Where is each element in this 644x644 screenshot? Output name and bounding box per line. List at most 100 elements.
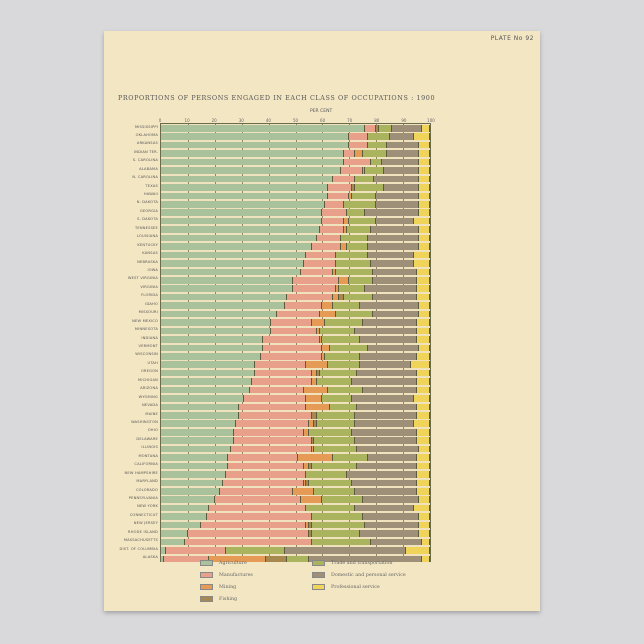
bar-row: [161, 285, 430, 292]
bar-segment: [319, 336, 323, 343]
bar-row: [161, 158, 430, 166]
bar-segment: [354, 412, 417, 419]
bar-segment: [360, 352, 417, 360]
bar-segment: [239, 403, 307, 411]
bar-segment: [343, 217, 350, 225]
bar-segment: [354, 420, 414, 428]
bar-segment: [161, 437, 234, 444]
bar-row: [161, 260, 430, 267]
bar-segment: [187, 530, 309, 537]
bar-segment: [325, 352, 361, 360]
bar-segment: [421, 555, 430, 563]
bar-row: [161, 167, 430, 174]
bar-segment: [416, 471, 430, 478]
bar-segment: [244, 395, 307, 402]
bar-segment: [161, 538, 186, 546]
bar-segment: [161, 175, 334, 183]
bar-row: [161, 293, 430, 301]
bar-segment: [416, 412, 430, 419]
bar-segment: [161, 462, 229, 470]
bar-row: [161, 428, 430, 436]
bar-segment: [308, 420, 315, 428]
bar-segment: [413, 420, 430, 428]
row-label: TENNESSEE: [134, 225, 158, 230]
bar-segment: [303, 260, 336, 267]
bar-segment: [306, 361, 328, 368]
legend-swatch: [200, 584, 213, 590]
x-tick: 80: [374, 118, 380, 123]
bar-row: [161, 530, 430, 537]
bar-segment: [384, 184, 420, 191]
bar-segment: [365, 167, 385, 174]
bar-segment: [413, 251, 430, 259]
bar-segment: [260, 352, 323, 360]
bar-segment: [346, 226, 371, 233]
bar-segment: [161, 412, 239, 419]
bar-row: [161, 141, 430, 149]
row-label: KENTUCKY: [137, 242, 158, 247]
bar-segment: [365, 521, 420, 529]
bar-segment: [354, 327, 417, 335]
bar-row: [161, 217, 430, 225]
row-label: S. CAROLINA: [132, 158, 158, 163]
bar-segment: [161, 344, 264, 352]
bar-segment: [416, 285, 430, 292]
bar-segment: [161, 479, 223, 487]
bar-segment: [303, 462, 309, 470]
bar-segment: [421, 125, 430, 132]
row-label: CONNECTICUT: [129, 512, 158, 517]
bar-segment: [303, 386, 328, 394]
legend-label: Domestic and personal service: [331, 572, 406, 578]
bar-segment: [346, 209, 366, 217]
bar-segment: [311, 445, 315, 453]
bar-segment: [314, 488, 355, 495]
bar-segment: [319, 327, 355, 335]
bar-segment: [354, 150, 363, 157]
bar-segment: [311, 369, 317, 377]
bar-row: [161, 133, 430, 141]
bar-segment: [233, 428, 304, 436]
bar-segment: [416, 336, 430, 343]
row-label: KANSAS: [142, 251, 158, 256]
bar-segment: [376, 125, 379, 132]
bar-segment: [284, 547, 406, 554]
bar-segment: [161, 327, 272, 335]
bar-segment: [161, 521, 202, 529]
bar-row: [161, 276, 430, 284]
bar-segment: [303, 479, 307, 487]
bar-segment: [389, 133, 414, 141]
bar-segment: [306, 403, 331, 411]
bar-row: [161, 496, 430, 504]
bar-segment: [341, 167, 363, 174]
bar-row: [161, 437, 430, 444]
bar-row: [161, 234, 430, 242]
row-label: MICHIGAN: [138, 377, 158, 382]
bar-segment: [416, 462, 430, 470]
bar-segment: [373, 175, 420, 183]
bar-segment: [161, 234, 318, 242]
bar-segment: [161, 428, 234, 436]
bar-segment: [161, 158, 344, 166]
bar-segment: [306, 251, 336, 259]
bar-segment: [416, 437, 430, 444]
bar-segment: [416, 268, 430, 276]
x-tick: 30: [238, 118, 244, 123]
bar-segment: [319, 226, 344, 233]
bar-segment: [351, 395, 414, 402]
bar-segment: [419, 445, 430, 453]
bar-segment: [161, 547, 167, 554]
bar-segment: [413, 504, 430, 512]
bar-segment: [360, 302, 420, 309]
legend: Agriculture Manufactures Mining Fishing Trad…: [200, 560, 530, 610]
bar-segment: [419, 158, 430, 166]
row-label: ARIZONA: [140, 386, 158, 391]
bar-segment: [161, 471, 226, 478]
bar-segment: [368, 251, 414, 259]
bar-segment: [325, 319, 363, 326]
x-tick: 100: [427, 118, 435, 123]
bar-segment: [271, 319, 312, 326]
row-label: S. DAKOTA: [137, 217, 158, 222]
row-label: WASHINGTON: [131, 419, 158, 424]
bar-segment: [306, 504, 355, 512]
bar-segment: [161, 125, 366, 132]
